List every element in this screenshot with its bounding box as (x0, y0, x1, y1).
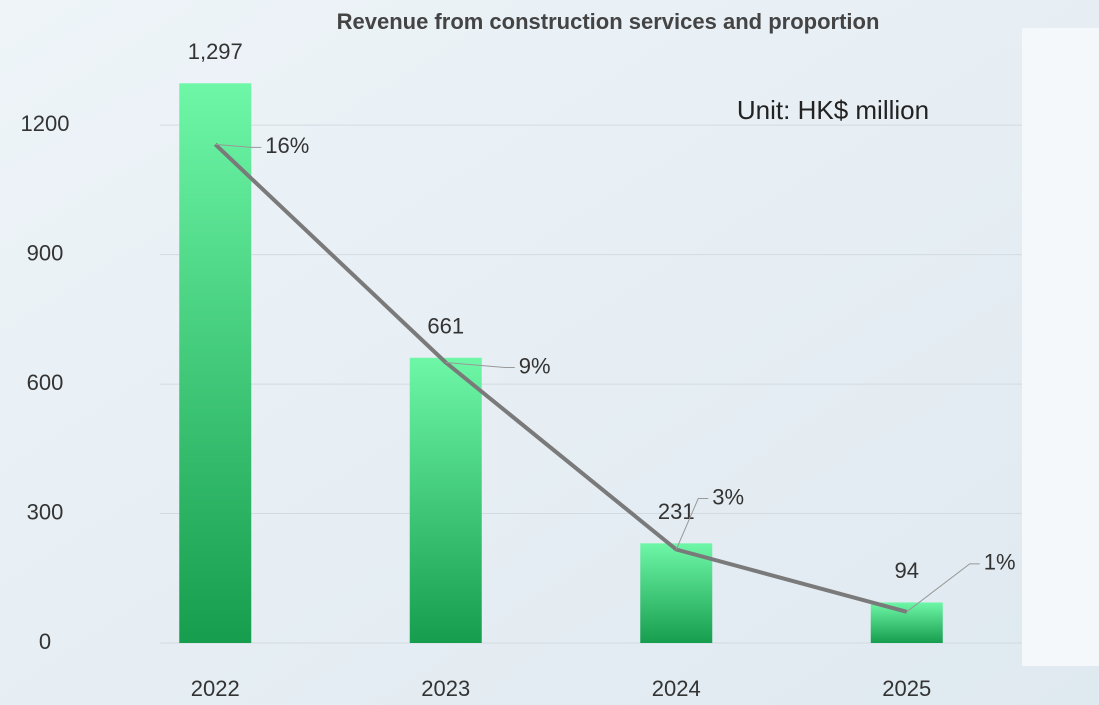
y-tick-label: 1200 (21, 111, 70, 136)
line-value-label: 16% (265, 133, 309, 158)
bar (409, 357, 482, 643)
leader-line (906, 563, 980, 613)
side-panel (1022, 28, 1099, 666)
bar (179, 83, 252, 643)
line-value-label: 1% (984, 550, 1016, 575)
y-tick-label: 600 (27, 370, 64, 395)
line (213, 142, 908, 614)
x-tick-label: 2024 (652, 676, 701, 701)
leader-line (445, 362, 515, 368)
bar-value-label: 661 (427, 314, 464, 339)
y-tick-label: 300 (27, 499, 64, 524)
x-tick-label: 2023 (421, 676, 470, 701)
bar (870, 602, 943, 643)
bar-value-label: 94 (895, 558, 919, 583)
y-tick-label: 900 (27, 240, 64, 265)
x-tick-label: 2025 (882, 676, 931, 701)
chart-title: Revenue from construction services and p… (337, 9, 880, 34)
x-tick-label: 2022 (191, 676, 240, 701)
line-value-label: 3% (712, 484, 744, 509)
leader-line (215, 143, 262, 148)
line-value-label: 9% (519, 353, 551, 378)
y-tick-label: 0 (39, 629, 51, 654)
unit-annotation: Unit: HK$ million (737, 95, 929, 125)
bar-value-label: 1,297 (188, 39, 243, 64)
bar (640, 543, 713, 643)
leader-line (675, 498, 709, 550)
